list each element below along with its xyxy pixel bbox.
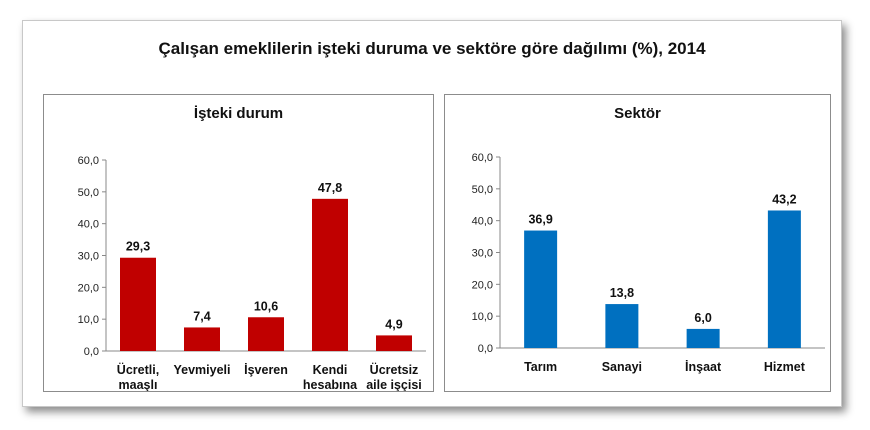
work-status-value-label: 10,6	[254, 299, 278, 313]
sector-y-tick-label: 60,0	[472, 152, 493, 164]
work-status-bar	[312, 198, 348, 351]
work-status-value-label: 7,4	[193, 309, 210, 323]
work-status-y-tick-label: 40,0	[78, 219, 99, 231]
work-status-category-label: İşveren	[244, 362, 288, 377]
sector-category-label: Hizmet	[764, 360, 806, 374]
chart-frame: Çalışan emeklilerin işteki duruma ve sek…	[22, 20, 842, 407]
work-status-y-tick-label: 30,0	[78, 251, 99, 263]
sector-y-tick-label: 20,0	[472, 279, 493, 291]
work-status-value-label: 47,8	[318, 181, 342, 195]
sector-y-tick-label: 0,0	[478, 343, 493, 355]
sector-y-tick-label: 10,0	[472, 311, 493, 323]
sector-bar	[767, 210, 801, 348]
work-status-value-label: 29,3	[126, 240, 150, 254]
work-status-category-label: Ücretli,	[117, 362, 159, 377]
work-status-bar	[248, 317, 284, 351]
sector-y-tick-label: 40,0	[472, 216, 493, 228]
panel-work-status: İşteki durum 0,0 10,0 20,0 30,0 40,0 50,0 60,0…	[43, 94, 434, 392]
work-status-category-label: maaşlı	[119, 378, 158, 391]
work-status-y-tick-label: 20,0	[78, 282, 99, 294]
main-title: Çalışan emeklilerin işteki duruma ve sek…	[158, 39, 706, 58]
work-status-bar	[376, 335, 412, 351]
work-status-category-label: hesabına	[303, 378, 358, 391]
sector-category-label: Sanayi	[602, 360, 642, 374]
panel-sector: Sektör 0,0 10,0 20,0 30,0 40,0 50,0 60,0 36,9 Ta…	[444, 94, 831, 392]
work-status-bar	[184, 327, 220, 351]
sector-y-tick-label: 50,0	[472, 184, 493, 196]
sector-value-label: 6,0	[694, 311, 711, 325]
sector-bar	[605, 304, 639, 348]
sector-value-label: 36,9	[528, 213, 552, 227]
work-status-category-label: Ücretsiz	[370, 362, 419, 377]
sector-value-label: 43,2	[772, 192, 796, 206]
work-status-y-tick-label: 0,0	[84, 346, 99, 358]
sector-value-label: 13,8	[610, 286, 634, 300]
sector-bar-chart: 0,0 10,0 20,0 30,0 40,0 50,0 60,0 36,9 Tarım 13,8…	[472, 152, 825, 374]
work-status-y-tick-label: 10,0	[78, 314, 99, 326]
work-status-bar	[120, 257, 156, 351]
work-status-bar-chart: 0,0 10,0 20,0 30,0 40,0 50,0 60,0 29,3 Ücretli,m…	[78, 155, 426, 391]
sector-bar	[686, 328, 720, 348]
sector-bar	[524, 230, 558, 348]
sector-category-label: İnşaat	[685, 359, 722, 374]
panel-title-sector: Sektör	[614, 105, 661, 122]
work-status-y-tick-label: 50,0	[78, 187, 99, 199]
work-status-category-label: aile işçisi	[366, 378, 422, 391]
sector-category-label: Tarım	[524, 360, 557, 374]
sector-y-tick-label: 30,0	[472, 248, 493, 260]
work-status-category-label: Yevmiyeli	[174, 363, 231, 377]
work-status-y-tick-label: 60,0	[78, 155, 99, 167]
work-status-category-label: Kendi	[313, 363, 348, 377]
panel-title-work-status: İşteki durum	[193, 105, 284, 122]
work-status-value-label: 4,9	[385, 317, 402, 331]
